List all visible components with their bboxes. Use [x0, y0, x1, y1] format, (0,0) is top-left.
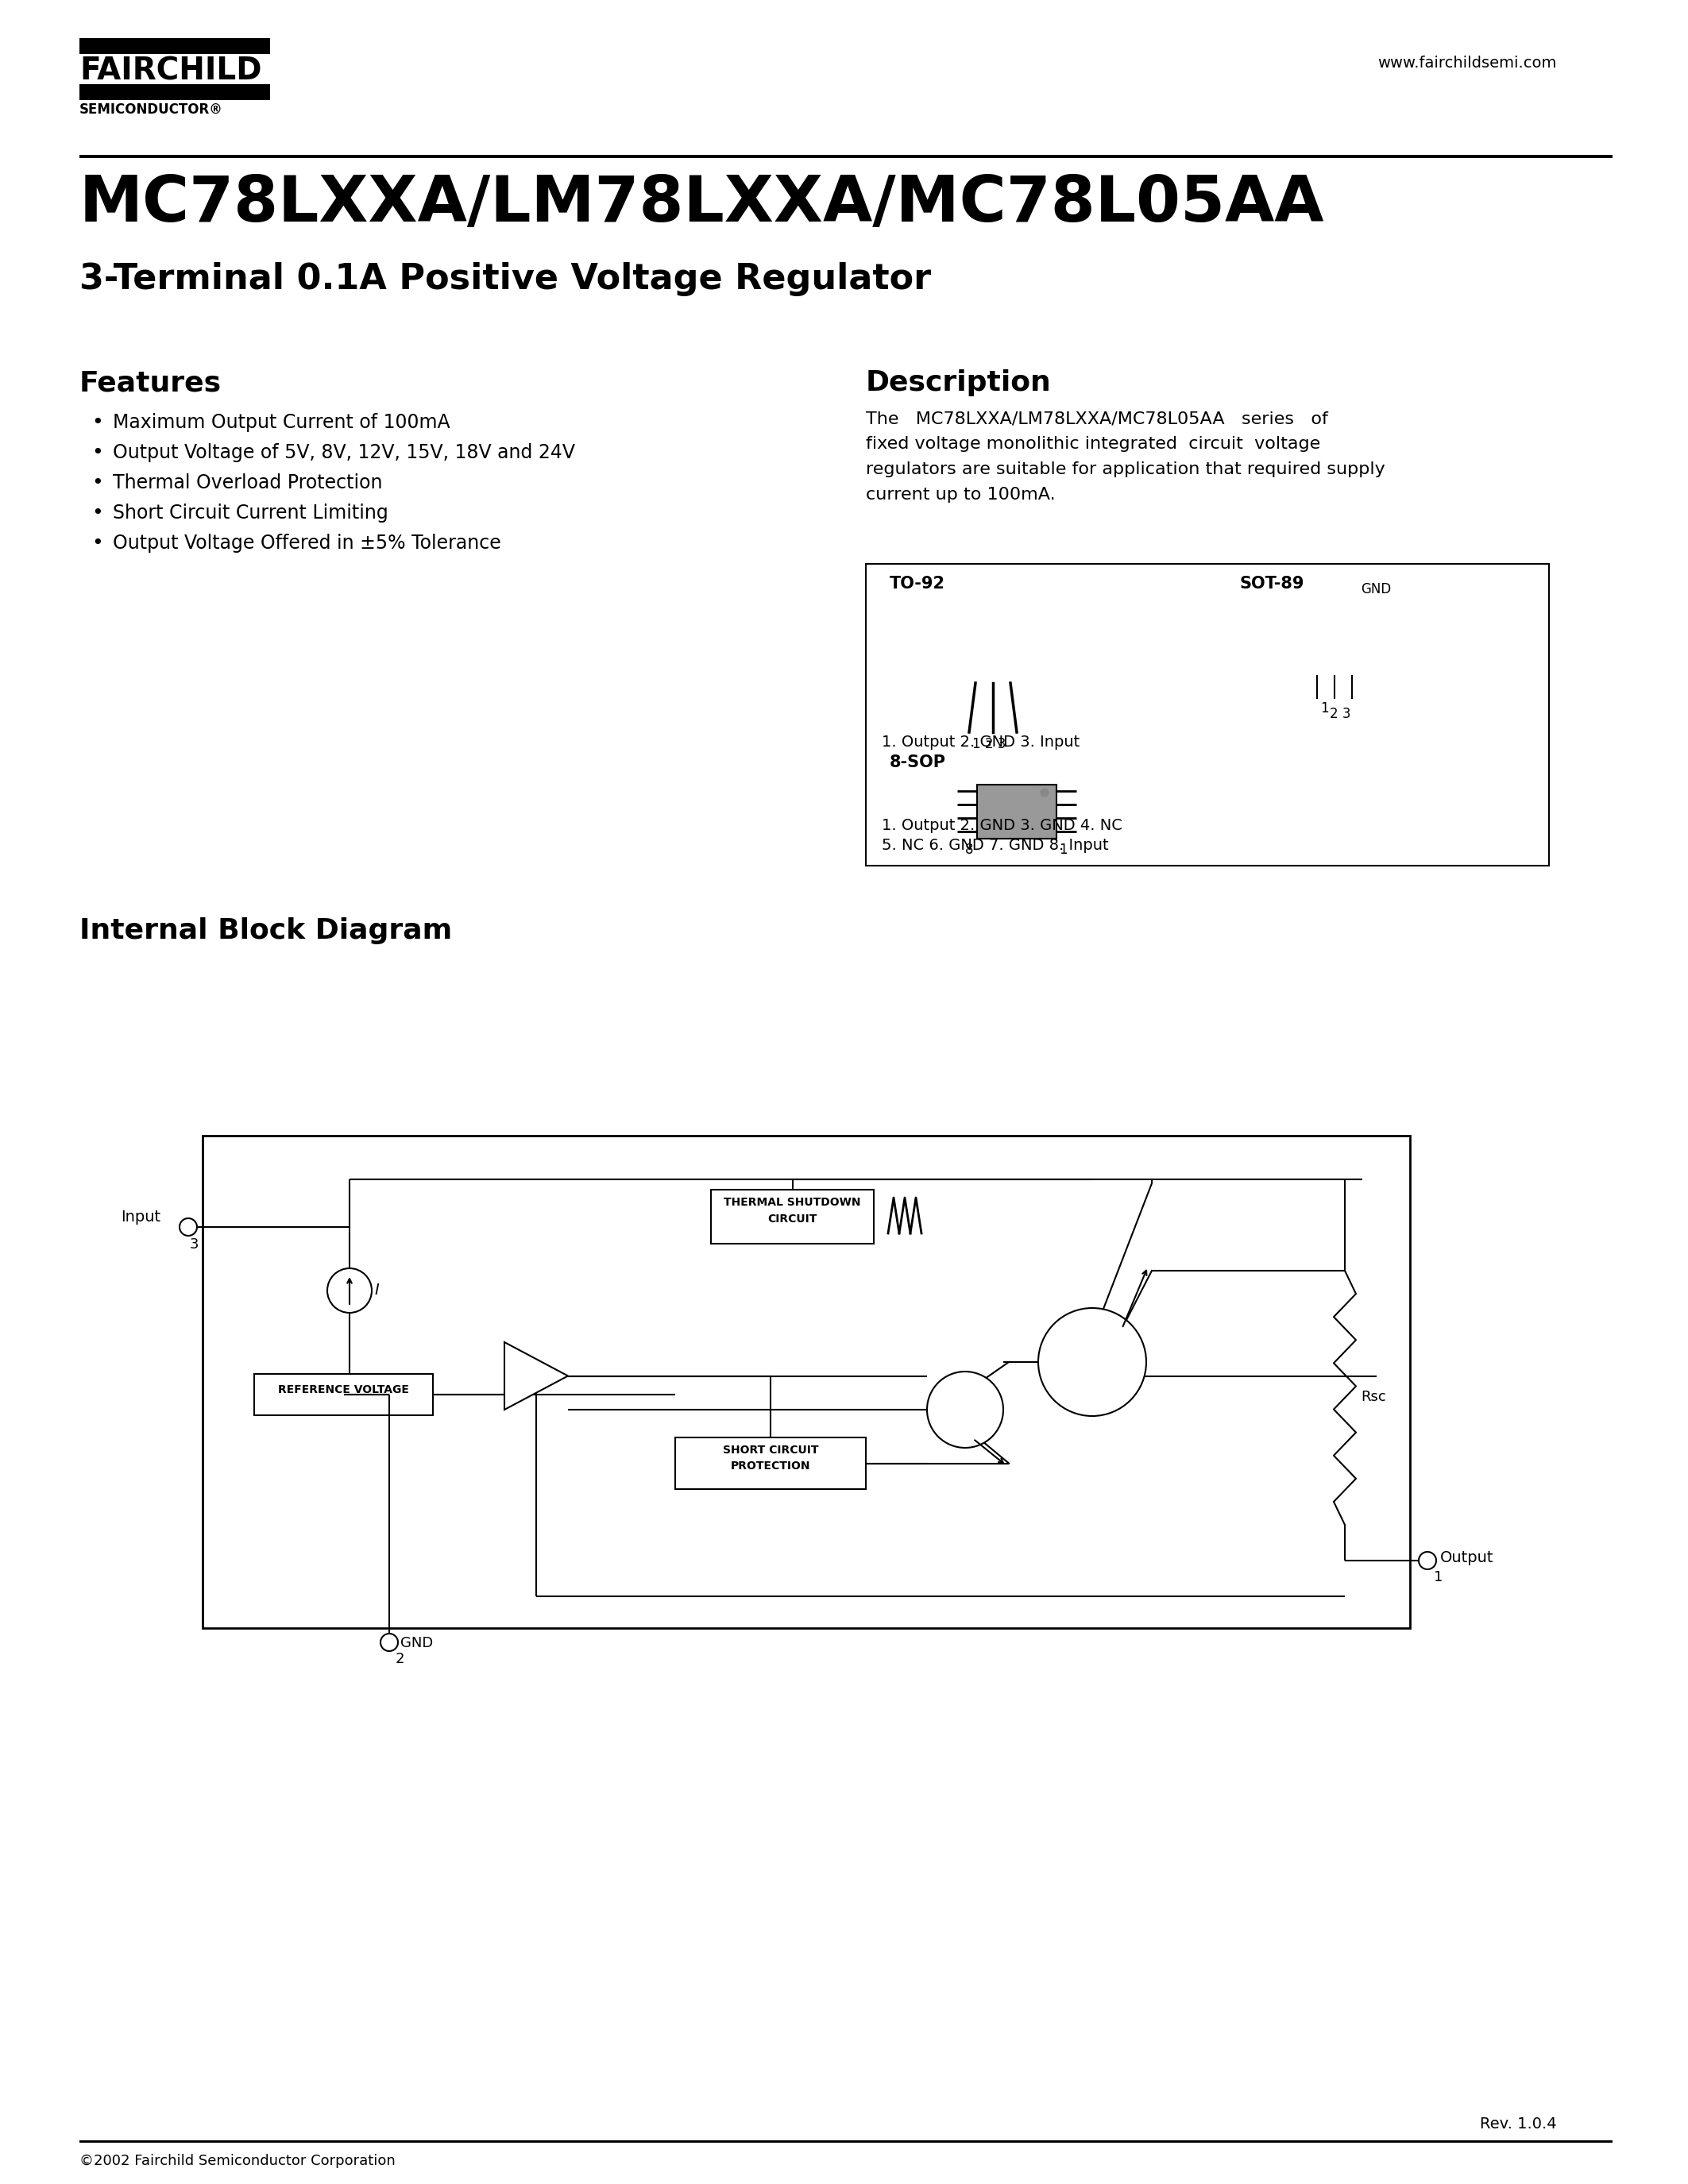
- Text: Short Circuit Current Limiting: Short Circuit Current Limiting: [113, 505, 388, 522]
- Text: 1. Output 2. GND 3. GND 4. NC: 1. Output 2. GND 3. GND 4. NC: [881, 819, 1123, 832]
- Circle shape: [1038, 1308, 1146, 1415]
- Text: Output Voltage of 5V, 8V, 12V, 15V, 18V and 24V: Output Voltage of 5V, 8V, 12V, 15V, 18V …: [113, 443, 576, 463]
- Text: Input: Input: [122, 1210, 160, 1225]
- Text: REFERENCE VOLTAGE: REFERENCE VOLTAGE: [279, 1385, 408, 1396]
- Circle shape: [927, 1372, 1003, 1448]
- Bar: [675, 1437, 866, 1489]
- Text: Thermal Overload Protection: Thermal Overload Protection: [113, 474, 383, 491]
- Text: •: •: [91, 533, 103, 553]
- Text: regulators are suitable for application that required supply: regulators are suitable for application …: [866, 461, 1386, 478]
- Text: •: •: [91, 474, 103, 491]
- Text: •: •: [91, 413, 103, 432]
- Text: •: •: [91, 443, 103, 463]
- Text: www.fairchildsemi.com: www.fairchildsemi.com: [1377, 55, 1556, 70]
- Polygon shape: [505, 1343, 567, 1409]
- Text: Rev. 1.0.4: Rev. 1.0.4: [1480, 2116, 1556, 2132]
- Polygon shape: [952, 627, 1035, 684]
- Text: Output Voltage Offered in ±5% Tolerance: Output Voltage Offered in ±5% Tolerance: [113, 533, 501, 553]
- Text: Internal Block Diagram: Internal Block Diagram: [79, 917, 452, 943]
- Text: 3-Terminal 0.1A Positive Voltage Regulator: 3-Terminal 0.1A Positive Voltage Regulat…: [79, 262, 932, 297]
- Text: •: •: [91, 505, 103, 522]
- Text: THERMAL SHUTDOWN: THERMAL SHUTDOWN: [724, 1197, 861, 1208]
- Bar: [79, 37, 270, 55]
- Bar: [255, 1374, 432, 1415]
- Text: GND: GND: [400, 1636, 434, 1651]
- Text: current up to 100mA.: current up to 100mA.: [866, 487, 1055, 502]
- Text: The   MC78LXXA/LM78LXXA/MC78L05AA   series   of: The MC78LXXA/LM78LXXA/MC78L05AA series o…: [866, 411, 1328, 426]
- Text: CIRCUIT: CIRCUIT: [768, 1214, 817, 1225]
- Polygon shape: [1312, 583, 1357, 616]
- Text: 8: 8: [966, 843, 972, 856]
- Text: 1. Output 2. GND 3. Input: 1. Output 2. GND 3. Input: [881, 734, 1080, 749]
- Text: SHORT CIRCUIT: SHORT CIRCUIT: [722, 1444, 819, 1457]
- Text: 1: 1: [1433, 1570, 1443, 1583]
- Polygon shape: [1298, 616, 1371, 675]
- Text: 5. NC 6. GND 7. GND 8. Input: 5. NC 6. GND 7. GND 8. Input: [881, 839, 1109, 854]
- Text: SEMICONDUCTOR®: SEMICONDUCTOR®: [79, 103, 223, 116]
- Text: 2 3: 2 3: [1330, 708, 1350, 721]
- Text: Maximum Output Current of 100mA: Maximum Output Current of 100mA: [113, 413, 451, 432]
- Circle shape: [179, 1219, 197, 1236]
- Text: MC78LXXA/LM78LXXA/MC78L05AA: MC78LXXA/LM78LXXA/MC78L05AA: [79, 173, 1325, 236]
- Bar: [711, 1190, 874, 1243]
- Text: SOT-89: SOT-89: [1239, 577, 1303, 592]
- Bar: [79, 155, 1612, 157]
- Text: 1: 1: [1058, 843, 1067, 856]
- Text: I: I: [375, 1282, 378, 1297]
- Bar: [977, 784, 1057, 839]
- Text: Description: Description: [866, 369, 1052, 395]
- Text: 3: 3: [189, 1238, 199, 1251]
- Text: Output: Output: [1440, 1551, 1494, 1566]
- Circle shape: [327, 1269, 371, 1313]
- Text: 2: 2: [395, 1651, 405, 1666]
- Text: fixed voltage monolithic integrated  circuit  voltage: fixed voltage monolithic integrated circ…: [866, 437, 1320, 452]
- Circle shape: [380, 1634, 398, 1651]
- Text: 1 2 3: 1 2 3: [972, 736, 1006, 751]
- Bar: [79, 85, 270, 100]
- Text: TO-92: TO-92: [890, 577, 945, 592]
- Text: 1: 1: [1320, 701, 1328, 716]
- Text: Features: Features: [79, 369, 221, 395]
- Bar: [203, 1136, 1409, 1627]
- Circle shape: [1418, 1553, 1436, 1570]
- Text: GND: GND: [1361, 583, 1391, 596]
- Bar: [866, 563, 1550, 865]
- Text: PROTECTION: PROTECTION: [731, 1461, 810, 1472]
- Circle shape: [1040, 788, 1048, 797]
- Bar: [79, 2140, 1612, 2143]
- Text: 8-SOP: 8-SOP: [890, 753, 945, 771]
- Text: FAIRCHILD: FAIRCHILD: [79, 55, 262, 85]
- Text: Rsc: Rsc: [1361, 1389, 1386, 1404]
- Text: ©2002 Fairchild Semiconductor Corporation: ©2002 Fairchild Semiconductor Corporatio…: [79, 2153, 395, 2169]
